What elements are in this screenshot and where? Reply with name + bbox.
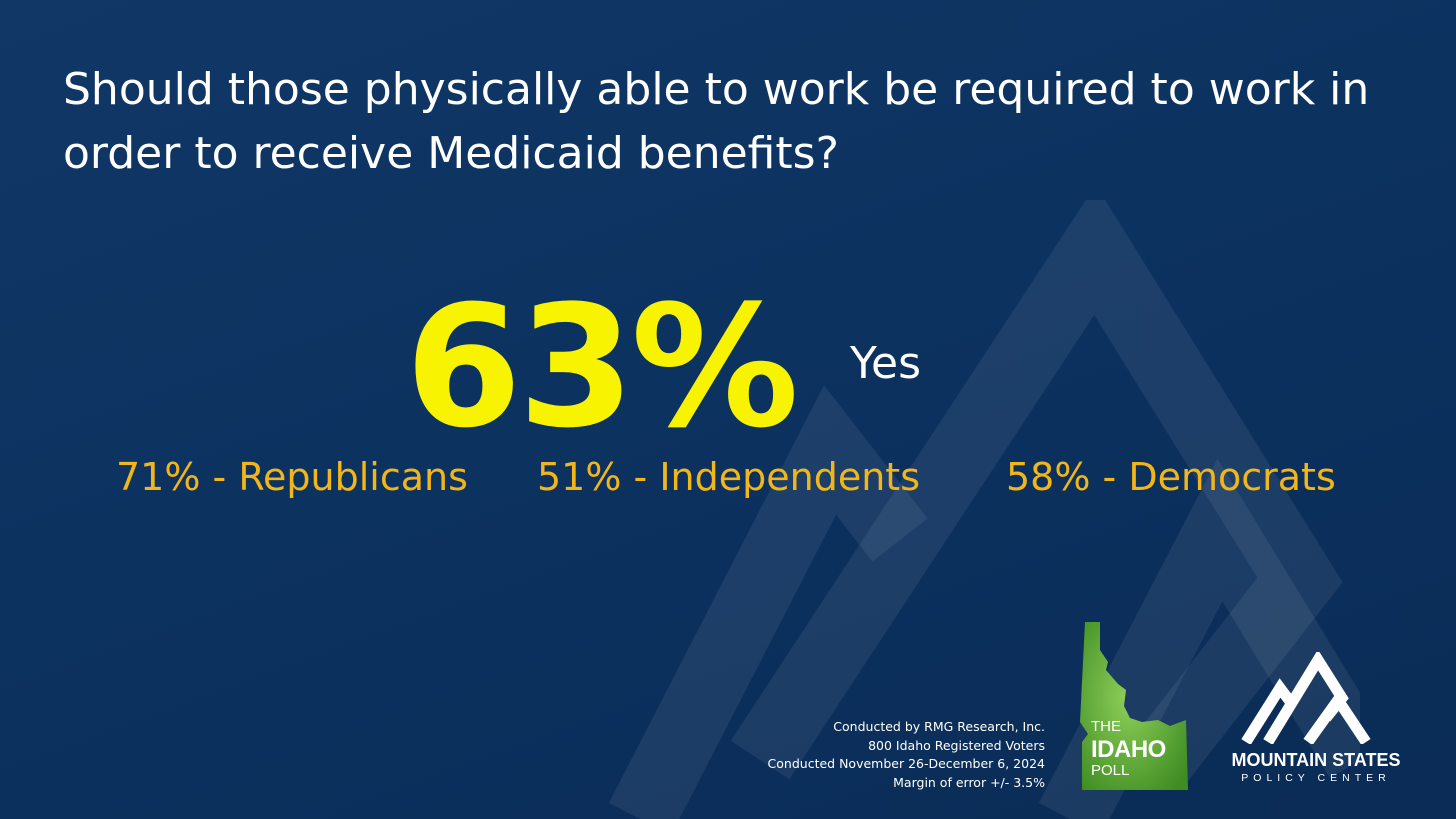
methodology-footnote: Conducted by RMG Research, Inc. 800 Idah… (768, 718, 1045, 792)
independents-result: 51% - Independents (537, 455, 920, 499)
poll-question: Should those physically able to work be … (63, 64, 1370, 179)
policy-center-subtitle: POLICY CENTER (1241, 772, 1391, 784)
footnote-dates: Conducted November 26-December 6, 2024 (767, 756, 1045, 771)
republicans-result: 71% - Republicans (116, 455, 468, 499)
idaho-poll-the: THE (1091, 718, 1121, 735)
idaho-poll-idaho: IDAHO (1091, 736, 1166, 763)
idaho-poll-poll: POLL (1091, 762, 1130, 779)
idaho-state-icon (1080, 622, 1188, 790)
mountain-states-name: MOUNTAIN STATES (1231, 750, 1401, 770)
footnote-pollster: Conducted by RMG Research, Inc. (833, 719, 1045, 734)
mountain-states-logo-icon (1241, 652, 1371, 744)
headline-answer-label: Yes (850, 338, 922, 389)
footnote-margin: Margin of error +/- 3.5% (893, 774, 1045, 790)
headline-percentage: 63% (405, 269, 799, 465)
footnote-sample: 800 Idaho Registered Voters (868, 737, 1045, 753)
democrats-result: 58% - Democrats (1006, 455, 1336, 499)
